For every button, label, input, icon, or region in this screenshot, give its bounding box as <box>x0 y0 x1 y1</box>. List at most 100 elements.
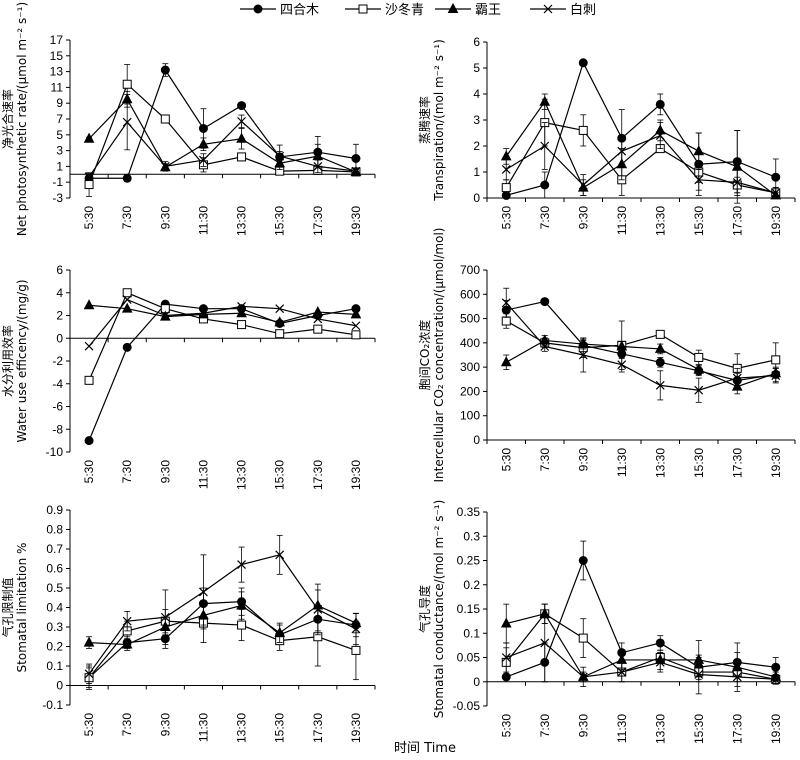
data-point <box>122 117 132 127</box>
data-point <box>655 357 665 367</box>
data-point <box>351 330 361 340</box>
y-tick-label: -0.05 <box>453 699 481 713</box>
y-axis-title-cn: 胞间CO₂浓度 <box>417 320 432 391</box>
x-tick-label: 11:30 <box>615 448 629 477</box>
data-point <box>655 131 665 141</box>
series-line <box>505 302 776 391</box>
data-point <box>500 617 512 628</box>
data-point <box>617 667 627 677</box>
x-tick-label: 7:30 <box>120 206 134 230</box>
y-axis-title-en: Net photosynthetic rate/(μmol m⁻² s⁻¹) <box>15 2 29 236</box>
y-tick-label: -2 <box>52 354 63 368</box>
series-line <box>505 100 777 196</box>
y-tick-label: -3 <box>52 191 63 205</box>
x-axis-title: 时间 Time <box>394 741 456 756</box>
data-point <box>275 329 285 339</box>
legend-marker <box>358 4 368 14</box>
legend-marker <box>447 2 459 13</box>
data-point <box>578 180 588 190</box>
legend-marker <box>543 4 553 14</box>
y-axis-title-cn: 蒸腾速率 <box>417 96 432 144</box>
x-tick-label: 19:30 <box>769 448 783 478</box>
y-axis-title-en: Stomatal limitation % <box>15 543 29 673</box>
legend-label: 霸王 <box>475 3 501 18</box>
x-tick-label: 15:30 <box>273 206 287 236</box>
data-point <box>236 307 247 318</box>
data-point <box>655 657 665 667</box>
data-point <box>771 371 781 381</box>
x-tick-label: 5:30 <box>499 206 513 230</box>
series-line <box>88 298 357 347</box>
legend-label: 沙冬青 <box>385 2 424 18</box>
x-tick-label: 19:30 <box>349 460 363 490</box>
series-line <box>505 134 776 194</box>
data-point <box>771 674 781 684</box>
data-point <box>351 154 361 163</box>
y-tick-label: 500 <box>460 312 480 326</box>
data-point <box>540 638 550 648</box>
data-point <box>540 141 550 151</box>
data-point <box>275 550 285 560</box>
data-point <box>539 95 551 106</box>
y-tick-label: 17 <box>50 33 64 47</box>
data-point <box>312 306 324 317</box>
data-point <box>578 633 588 643</box>
data-point <box>351 321 361 331</box>
data-point <box>578 350 588 360</box>
x-tick-label: 17:30 <box>730 206 744 236</box>
data-point <box>655 99 665 109</box>
series-line <box>505 320 776 369</box>
x-tick-label: 11:30 <box>196 206 210 235</box>
data-point <box>313 314 323 324</box>
x-tick-label: 7:30 <box>538 206 552 230</box>
series-line <box>506 558 776 678</box>
x-tick-label: 11:30 <box>196 713 210 742</box>
data-point <box>501 183 511 193</box>
data-point <box>122 295 132 304</box>
data-point <box>694 670 704 679</box>
y-tick-label: 5 <box>473 61 480 75</box>
x-tick-label: 9:30 <box>576 206 590 230</box>
y-tick-label: 0.8 <box>46 523 63 537</box>
data-point <box>732 672 742 682</box>
data-point <box>274 626 286 637</box>
data-point <box>693 363 705 374</box>
chart-panel-middle-right: 0 100 200 300 400 500 600 700 5:30 7:30 9:30 11:30 1… <box>417 228 796 482</box>
y-tick-label: 0.6 <box>46 562 63 576</box>
y-tick-label: 2 <box>56 309 63 323</box>
x-tick-label: 9:30 <box>576 714 590 738</box>
legend-item: 四合木 <box>240 3 319 18</box>
y-tick-label: 0.05 <box>457 651 481 665</box>
data-point <box>237 152 247 162</box>
y-tick-label: 4 <box>56 286 63 300</box>
x-tick-label: 5:30 <box>82 460 96 484</box>
data-point <box>160 114 170 124</box>
data-point <box>122 616 132 626</box>
y-tick-label: 0.4 <box>46 601 63 615</box>
x-tick-label: 15:30 <box>273 460 287 490</box>
x-tick-label: 15:30 <box>692 206 706 236</box>
data-point <box>655 638 665 648</box>
data-point <box>236 599 247 610</box>
x-tick-label: 19:30 <box>769 206 783 236</box>
y-tick-label: 3 <box>56 144 63 158</box>
y-tick-label: 400 <box>460 336 480 350</box>
y-tick-label: 100 <box>460 409 480 423</box>
y-tick-label: 0.5 <box>46 581 63 595</box>
x-tick-label: 13:30 <box>653 206 667 236</box>
data-point <box>351 645 361 655</box>
data-point <box>578 125 588 135</box>
y-tick-label: 200 <box>460 384 480 398</box>
series-沙冬青 <box>501 313 781 384</box>
y-tick-label: 4 <box>473 87 480 101</box>
series-line <box>505 339 776 388</box>
series-白刺 <box>501 122 781 199</box>
y-axis-title-en: Stomatal conductance/(mol m⁻² s⁻¹) <box>432 500 446 719</box>
series-line <box>89 304 356 323</box>
data-point <box>693 145 705 156</box>
y-tick-label: 0 <box>473 675 480 689</box>
y-tick-label: -6 <box>52 400 63 414</box>
series-line <box>506 300 776 382</box>
data-point <box>655 329 665 339</box>
series-白刺 <box>84 534 361 684</box>
